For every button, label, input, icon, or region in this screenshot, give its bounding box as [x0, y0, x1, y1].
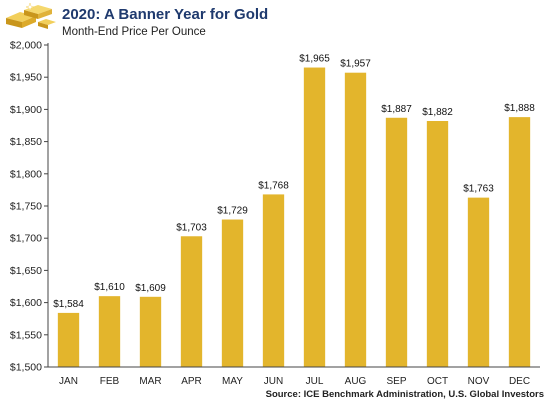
- value-label-mar: $1,609: [135, 283, 166, 294]
- y-tick-label: $1,950: [10, 72, 42, 84]
- x-tick-label-apr: APR: [181, 376, 202, 387]
- y-tick-label: $1,700: [10, 233, 42, 245]
- value-label-may: $1,729: [217, 206, 248, 217]
- x-tick-label-nov: NOV: [468, 376, 490, 387]
- x-tick-label-oct: OCT: [427, 376, 448, 387]
- gold-bars-icon: [6, 2, 56, 29]
- y-tick-label: $1,850: [10, 136, 42, 148]
- value-label-apr: $1,703: [176, 222, 207, 233]
- bars: [57, 67, 531, 368]
- bar-may: [221, 219, 244, 367]
- x-axis-labels: JAN FEB MAR APR MAY JUN JUL AUG SEP OCT NOV DEC: [59, 376, 530, 387]
- x-tick-label-jan: JAN: [59, 376, 78, 387]
- value-label-jul: $1,965: [299, 54, 330, 65]
- x-tick-label-sep: SEP: [386, 376, 406, 387]
- bar-jul: [303, 67, 326, 367]
- y-tick-label: $1,500: [10, 362, 42, 374]
- value-label-jun: $1,768: [258, 180, 289, 191]
- bar-dec: [508, 117, 531, 368]
- value-label-aug: $1,957: [340, 59, 371, 70]
- value-label-oct: $1,882: [422, 107, 453, 118]
- y-tick-label: $1,900: [10, 104, 42, 116]
- x-tick-label-aug: AUG: [345, 376, 367, 387]
- x-tick-label-may: MAY: [222, 376, 243, 387]
- value-label-nov: $1,763: [463, 184, 494, 195]
- bar-oct: [426, 120, 449, 367]
- x-tick-label-feb: FEB: [100, 376, 120, 387]
- y-tick-label: $1,600: [10, 297, 42, 309]
- x-tick-label-mar: MAR: [139, 376, 161, 387]
- x-tick-label-jun: JUN: [264, 376, 283, 387]
- value-labels: $1,584 $1,610 $1,609 $1,703 $1,729 $1,768 $1,9…: [53, 54, 535, 310]
- value-label-dec: $1,888: [504, 103, 535, 114]
- value-label-sep: $1,887: [381, 104, 412, 115]
- value-label-feb: $1,610: [94, 282, 125, 293]
- y-tick-label: $1,750: [10, 201, 42, 213]
- y-tick-label: $2,000: [10, 40, 42, 52]
- x-tick-label-jul: JUL: [306, 376, 324, 387]
- bar-sep: [385, 117, 408, 367]
- y-axis-ticks: $1,500 $1,550 $1,600 $1,650 $1,700 $1,750 $1,8…: [10, 40, 48, 374]
- value-label-jan: $1,584: [53, 299, 84, 310]
- y-tick-label: $1,650: [10, 265, 42, 277]
- bar-mar: [139, 296, 162, 367]
- y-tick-label: $1,550: [10, 329, 42, 341]
- bar-aug: [344, 72, 367, 367]
- x-tick-label-dec: DEC: [509, 376, 530, 387]
- y-tick-label: $1,800: [10, 168, 42, 180]
- source-note: Source: ICE Benchmark Administration, U.…: [266, 389, 544, 400]
- bar-jan: [57, 312, 80, 367]
- bar-feb: [98, 296, 121, 367]
- chart-title: 2020: A Banner Year for Gold: [62, 6, 268, 23]
- bar-jun: [262, 194, 285, 367]
- chart-subtitle: Month-End Price Per Ounce: [62, 26, 206, 38]
- bar-apr: [180, 236, 203, 367]
- bar-nov: [467, 197, 490, 367]
